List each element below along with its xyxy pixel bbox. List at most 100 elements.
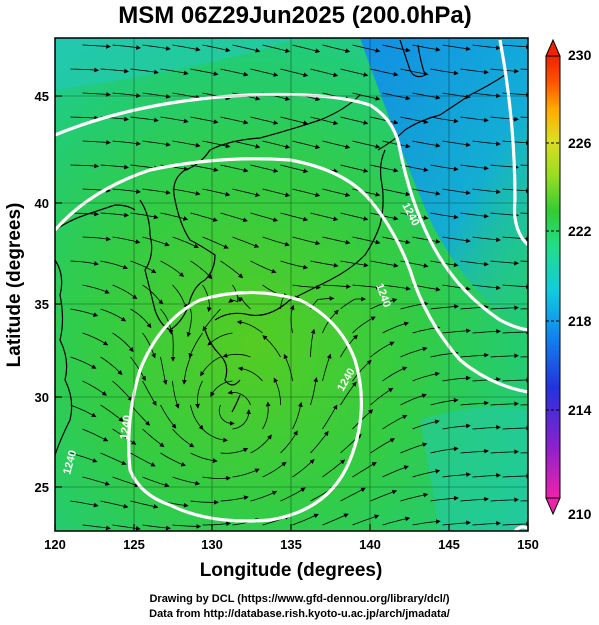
streamline-arrow bbox=[262, 461, 287, 478]
map-title: MSM 06Z29Jun2025 (200.0hPa) bbox=[118, 2, 472, 29]
streamline-arrow bbox=[322, 236, 351, 245]
streamline-arrow bbox=[322, 513, 349, 526]
streamline-arrow bbox=[142, 188, 171, 195]
colorbar-tick-label: 214 bbox=[568, 402, 592, 418]
streamline-arrow bbox=[160, 68, 189, 76]
streamline-arrow bbox=[520, 68, 528, 70]
streamline-arrow bbox=[460, 116, 489, 123]
streamline-arrow bbox=[472, 140, 501, 147]
color-field: 1240 1240 1240 1240 1240 bbox=[55, 38, 528, 531]
colorbar-tick-label: 230 bbox=[568, 47, 592, 63]
streamline-arrow bbox=[382, 44, 411, 53]
streamline-arrow bbox=[218, 404, 235, 426]
streamline-arrow bbox=[142, 476, 170, 488]
streamline-arrow bbox=[70, 404, 97, 418]
streamline-arrow bbox=[472, 236, 501, 243]
streamline-arrow bbox=[460, 400, 489, 406]
streamline-arrow bbox=[430, 116, 459, 124]
streamline-arrow bbox=[430, 495, 459, 502]
streamline-arrow bbox=[262, 401, 271, 430]
colorbar-max-arrow bbox=[545, 38, 561, 57]
streamline-arrow bbox=[202, 521, 231, 527]
streamline-arrow bbox=[412, 519, 441, 526]
streamline-arrow bbox=[112, 428, 137, 445]
streamline-arrow bbox=[430, 164, 459, 172]
streamline-arrow bbox=[186, 308, 192, 338]
streamline-arrow bbox=[202, 188, 231, 197]
streamline-arrow bbox=[190, 404, 204, 431]
streamline-arrow bbox=[280, 260, 309, 270]
streamline-arrow bbox=[82, 43, 111, 49]
streamline-arrow bbox=[502, 140, 528, 145]
streamline-arrow bbox=[352, 514, 380, 526]
streamline-arrow bbox=[100, 404, 124, 422]
streamline-arrow bbox=[142, 44, 171, 51]
streamline-arrow bbox=[202, 428, 228, 443]
streamline-arrow bbox=[382, 321, 410, 334]
streamline-arrow bbox=[195, 380, 203, 409]
streamline-arrow bbox=[382, 188, 411, 197]
streamline-arrow bbox=[472, 92, 501, 99]
streamline-arrow bbox=[142, 284, 164, 305]
streamline-arrow bbox=[490, 305, 520, 311]
streamline-arrow bbox=[280, 212, 309, 222]
streamline-arrow bbox=[352, 188, 381, 197]
streamline-arrow bbox=[280, 164, 309, 174]
streamline-arrow bbox=[237, 366, 263, 382]
streamline-arrow bbox=[442, 328, 471, 334]
streamline-arrow bbox=[160, 116, 189, 124]
streamline-arrow bbox=[70, 163, 100, 169]
streamline-arrow bbox=[490, 401, 520, 407]
streamline-arrow bbox=[400, 68, 429, 77]
streamline-arrow bbox=[112, 236, 141, 244]
streamline-arrow bbox=[172, 236, 199, 248]
streamline-arrow bbox=[412, 44, 441, 52]
streamline-arrow bbox=[412, 236, 441, 244]
streamline-arrow bbox=[283, 353, 293, 382]
streamline-arrow bbox=[202, 140, 231, 149]
streamline-arrow bbox=[130, 500, 159, 509]
streamline-arrow bbox=[490, 212, 519, 218]
streamline-arrow bbox=[172, 476, 201, 486]
streamline-arrow bbox=[412, 468, 441, 478]
y-tick-label: 25 bbox=[35, 480, 49, 495]
x-tick-label: 125 bbox=[123, 537, 145, 552]
streamline-arrow bbox=[250, 164, 279, 173]
streamline-arrow bbox=[442, 92, 471, 99]
streamline-arrow bbox=[232, 140, 261, 149]
streamline-arrow bbox=[490, 260, 519, 266]
streamline-arrow bbox=[502, 377, 528, 383]
streamline-arrow bbox=[412, 140, 441, 148]
credit-drawing: Drawing by DCL (https://www.gfd-dennou.o… bbox=[149, 593, 450, 605]
streamline-arrow bbox=[170, 332, 176, 362]
streamline-arrow bbox=[172, 428, 195, 448]
streamline-arrow bbox=[70, 356, 97, 369]
streamline-arrow bbox=[400, 492, 429, 502]
streamline-arrow bbox=[412, 371, 440, 382]
streamline-arrow bbox=[430, 446, 459, 454]
streamline-arrow bbox=[130, 68, 159, 75]
x-tick-label: 120 bbox=[44, 537, 66, 552]
streamline-arrow bbox=[460, 496, 489, 502]
streamline-arrow bbox=[232, 468, 260, 478]
streamline-arrow bbox=[227, 389, 251, 406]
streamline-arrow bbox=[82, 91, 111, 97]
streamline-arrow bbox=[190, 68, 219, 76]
streamline-arrow bbox=[273, 377, 281, 405]
streamline-arrow bbox=[228, 284, 239, 303]
colorbar-tick-label: 218 bbox=[568, 313, 592, 329]
streamline-arrow bbox=[200, 356, 221, 377]
streamline-arrow bbox=[370, 68, 399, 77]
streamline-arrow bbox=[262, 140, 291, 149]
streamline-arrow bbox=[160, 356, 168, 386]
streamline-arrow bbox=[142, 236, 170, 247]
streamline-arrow bbox=[460, 260, 489, 267]
streamline-arrow bbox=[142, 428, 165, 448]
streamline-arrow bbox=[220, 116, 249, 125]
streamline-arrow bbox=[82, 139, 111, 145]
streamline-arrow bbox=[292, 140, 321, 150]
streamline-arrow bbox=[472, 44, 501, 51]
streamline-arrow bbox=[232, 188, 261, 197]
streamline-arrow bbox=[82, 284, 110, 294]
streamline-arrow bbox=[172, 380, 180, 409]
